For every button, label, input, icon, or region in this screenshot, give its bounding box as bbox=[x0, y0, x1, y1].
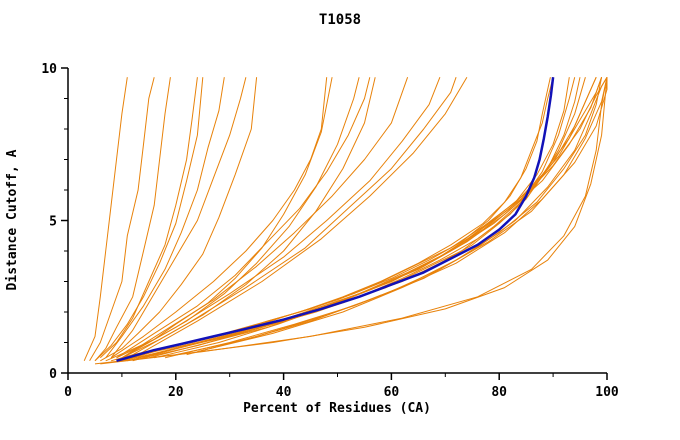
model-curve bbox=[94, 77, 204, 362]
model-curve bbox=[105, 77, 225, 359]
chart-title: T1058 bbox=[319, 12, 361, 28]
model-curve bbox=[116, 77, 360, 359]
model-curve bbox=[83, 77, 128, 362]
model-curve bbox=[197, 77, 608, 353]
model-curve bbox=[100, 77, 608, 365]
model-curve bbox=[110, 77, 328, 359]
x-tick-label: 60 bbox=[384, 385, 400, 400]
model-curve bbox=[100, 77, 258, 362]
model-curve bbox=[116, 77, 554, 362]
x-tick-label: 20 bbox=[168, 385, 184, 400]
model-curve bbox=[154, 76, 608, 359]
model-curve bbox=[116, 77, 371, 359]
y-tick-label: 0 bbox=[49, 367, 57, 382]
model-curve bbox=[164, 77, 603, 359]
x-tick-label: 0 bbox=[64, 385, 72, 400]
model-curve bbox=[143, 77, 603, 359]
model-curve bbox=[89, 77, 155, 362]
model-curve bbox=[127, 77, 457, 359]
model-curve bbox=[175, 76, 608, 356]
model-curve bbox=[99, 77, 198, 359]
y-tick-label: 5 bbox=[49, 215, 57, 230]
model-curve bbox=[110, 77, 247, 359]
model-curve bbox=[94, 77, 171, 362]
model-curve bbox=[121, 77, 576, 362]
x-tick-label: 100 bbox=[595, 385, 619, 400]
model-curve bbox=[105, 77, 333, 362]
model-curve bbox=[132, 76, 468, 359]
y-tick-label: 10 bbox=[41, 62, 57, 77]
plot-layer: 0 20 40 60 80 100 0 5 10 bbox=[41, 62, 619, 400]
x-axis-label: Percent of Residues (CA) bbox=[243, 401, 431, 416]
best-model-curve bbox=[116, 77, 555, 363]
x-tick-label: 80 bbox=[491, 385, 507, 400]
model-curve bbox=[186, 77, 608, 356]
y-axis-label: Distance Cutoff, A bbox=[5, 149, 20, 290]
x-tick-label: 40 bbox=[276, 385, 292, 400]
model-curve bbox=[121, 77, 376, 359]
